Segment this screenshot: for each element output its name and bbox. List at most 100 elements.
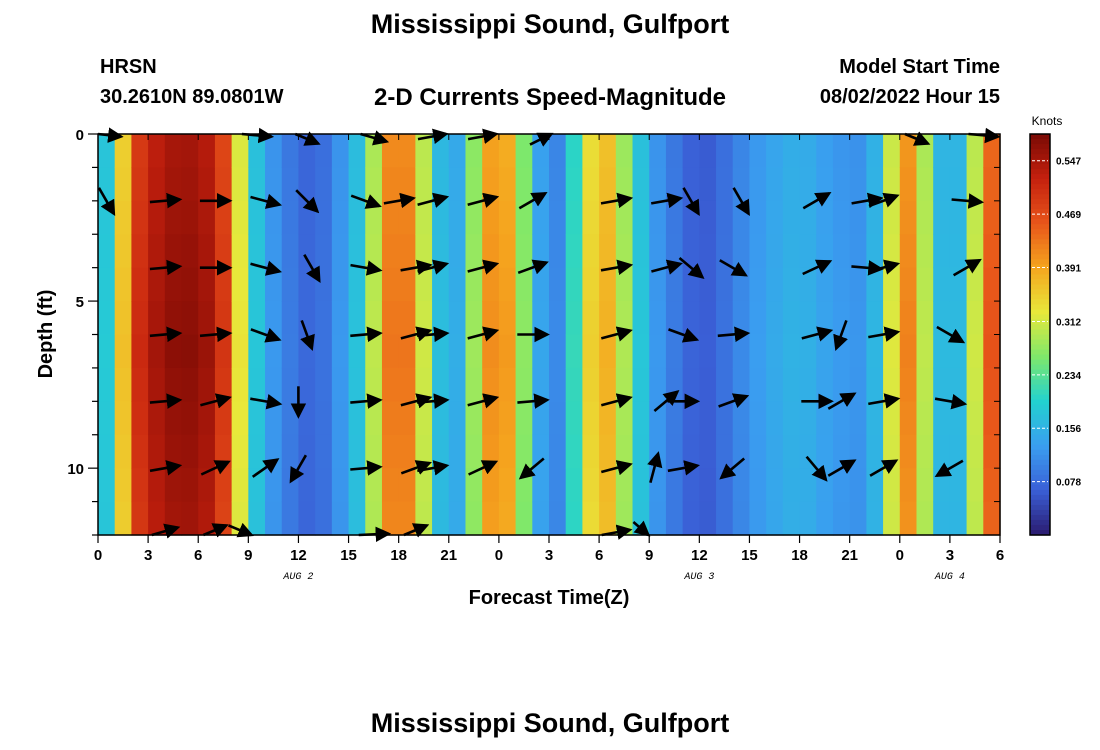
current-vector-arrow: [149, 393, 183, 409]
current-vector-arrow: [668, 327, 700, 343]
current-vector-arrow: [251, 458, 280, 478]
heatmap-cell: [549, 468, 567, 503]
heatmap-cell: [298, 501, 316, 536]
colorbar-segment: [1030, 229, 1050, 235]
heatmap-cell: [983, 501, 1001, 536]
heatmap-cell: [649, 401, 667, 436]
colorbar-segment: [1030, 259, 1050, 265]
heatmap-cell: [716, 200, 734, 235]
current-vector-arrow: [149, 460, 183, 476]
heatmap-cell: [298, 167, 316, 202]
heatmap-cell: [231, 334, 249, 369]
heatmap-cell: [816, 334, 834, 369]
heatmap-cell: [816, 367, 834, 402]
heatmap-cell: [265, 468, 283, 503]
colorbar-segment: [1030, 439, 1050, 446]
colorbar-segment: [1030, 509, 1050, 516]
heatmap-cell: [782, 301, 801, 336]
colorbar-segment: [1030, 189, 1050, 195]
heatmap-cell: [348, 234, 366, 269]
heatmap-cell: [582, 401, 600, 436]
heatmap-cell: [198, 434, 216, 469]
heatmap-cell: [849, 334, 867, 369]
heatmap-cell: [515, 401, 533, 436]
current-vector-arrow: [468, 460, 499, 476]
heatmap-cell: [632, 434, 650, 469]
colorbar-segment: [1030, 249, 1050, 255]
heatmap-cell: [665, 200, 684, 235]
colorbar-segment: [1030, 434, 1050, 441]
current-vector-arrow: [682, 187, 700, 217]
date-label: AUG 3: [683, 572, 714, 583]
heatmap-cell: [248, 234, 266, 269]
heatmap-cell: [432, 167, 450, 202]
colorbar-segment: [1030, 269, 1050, 275]
heatmap-cell: [832, 301, 851, 336]
current-vector-arrow: [934, 393, 968, 410]
heatmap-cell: [582, 267, 600, 302]
heatmap-cell: [482, 267, 500, 302]
heatmap-cell: [98, 200, 116, 235]
heatmap-cell: [816, 434, 834, 469]
heatmap-cell: [916, 434, 934, 469]
heatmap-cell: [98, 468, 116, 503]
colorbar-segment: [1030, 429, 1050, 436]
current-vector-arrow: [650, 192, 684, 209]
heatmap-cell: [716, 134, 734, 169]
heatmap-cell: [231, 468, 249, 503]
heatmap-cell: [281, 301, 300, 336]
heatmap-cell: [749, 367, 767, 402]
heatmap-cell: [148, 234, 166, 269]
heatmap-cell: [649, 301, 667, 336]
heatmap-cell: [549, 501, 567, 536]
heatmap-cell: [832, 468, 851, 503]
colorbar-segment: [1030, 214, 1050, 220]
colorbar-segment: [1030, 524, 1050, 531]
heatmap-cell: [231, 267, 249, 302]
colorbar-segment: [1030, 144, 1050, 150]
current-vector-arrow: [529, 132, 554, 147]
heatmap-cell: [849, 234, 867, 269]
colorbar-segment: [1030, 199, 1050, 205]
current-vector-arrow: [350, 393, 383, 409]
heatmap-cell: [298, 267, 316, 302]
heatmap-cell: [148, 200, 166, 235]
heatmap-cell: [582, 301, 600, 336]
heatmap-cell: [632, 501, 650, 536]
x-tick-label: 0: [94, 547, 102, 564]
heatmap-cell: [532, 468, 550, 503]
heatmap-cell: [966, 468, 984, 503]
heatmap-cell: [983, 434, 1001, 469]
current-vector-arrow: [350, 260, 383, 276]
heatmap-cell: [682, 468, 700, 503]
heatmap-cell: [699, 301, 717, 336]
heatmap-cell: [949, 234, 968, 269]
heatmap-cell: [615, 401, 634, 436]
heatmap-cell: [849, 367, 867, 402]
heatmap-cell: [465, 401, 483, 436]
heatmap-cell: [98, 234, 116, 269]
heatmap-cell: [98, 134, 116, 169]
heatmap-cell: [883, 367, 901, 402]
heatmap-cell: [365, 334, 383, 369]
x-tick-label: 3: [946, 547, 954, 564]
heatmap-cell: [415, 334, 433, 369]
heatmap-cell: [331, 468, 350, 503]
heatmap-cell: [665, 134, 684, 169]
heatmap-cell: [632, 334, 650, 369]
current-vector-arrow: [951, 193, 985, 209]
heatmap-cell: [883, 134, 901, 169]
heatmap-cell: [916, 234, 934, 269]
colorbar-segment: [1030, 504, 1050, 511]
current-vector-arrow: [517, 259, 549, 275]
heatmap-cell: [766, 367, 784, 402]
colorbar-segment: [1030, 209, 1050, 215]
heatmap-cell: [615, 301, 634, 336]
colorbar-segment: [1030, 254, 1050, 260]
heatmap-cell: [615, 200, 634, 235]
x-tick-label: 12: [290, 547, 307, 564]
colorbar-segment: [1030, 404, 1050, 411]
heatmap-cell: [198, 367, 216, 402]
heatmap-cell: [315, 468, 333, 503]
current-vector-arrow: [833, 319, 848, 352]
